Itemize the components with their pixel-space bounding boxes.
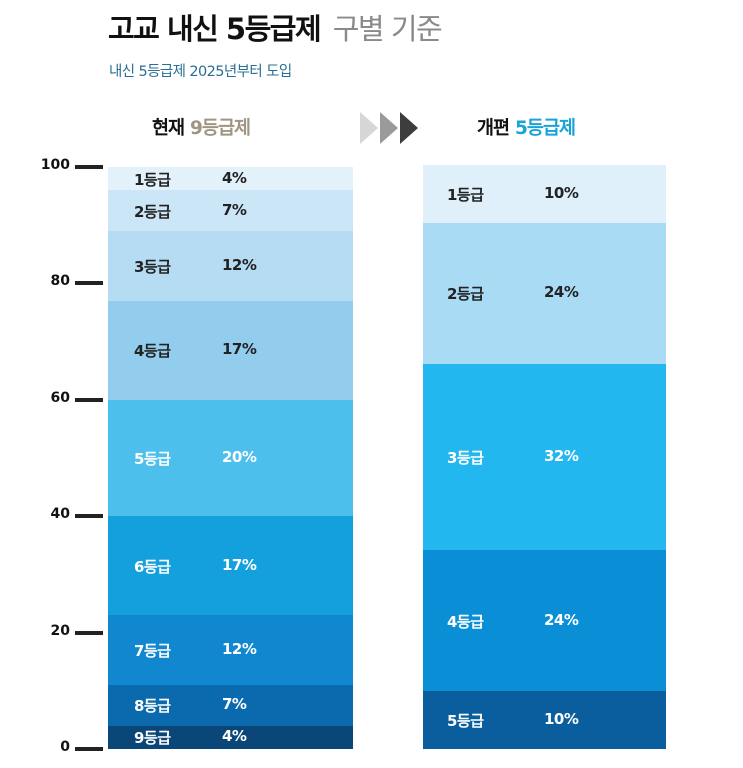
grade-label: 5등급 (447, 711, 484, 730)
grade-label: 5등급 (134, 450, 171, 468)
y-tick-mark (75, 514, 103, 519)
y-tick-label: 100 (40, 157, 70, 173)
percent-label: 17% (222, 555, 257, 574)
percent-label: 12% (222, 255, 257, 274)
right-column-heading: 개편 5등급제 (477, 114, 576, 140)
chart-subtitle: 내신 5등급제 2025년부터 도입 (109, 64, 292, 80)
chart-title-main: 고교 내신 5등급제 (108, 12, 322, 46)
bar-segment (108, 231, 353, 301)
grade-label: 3등급 (447, 449, 484, 467)
grade-label: 1등급 (447, 186, 484, 205)
bar-segment (423, 165, 666, 224)
transition-arrows-icon (360, 112, 418, 144)
grade-label: 4등급 (134, 342, 171, 361)
grade-label: 6등급 (134, 557, 171, 576)
percent-label: 12% (222, 640, 257, 659)
y-tick-label: 60 (50, 389, 70, 406)
percent-label: 4% (222, 168, 247, 187)
stacked-bar-reformed: 1등급 10% 2등급 24% 3등급 32% 4등급 24% 5등급 10% (423, 165, 666, 749)
left-heading-prefix: 현재 (152, 118, 185, 139)
grade-label: 8등급 (134, 697, 171, 716)
right-heading-accent: 5등급제 (515, 118, 576, 139)
bar-segment (108, 684, 353, 726)
bar-segment (108, 300, 353, 400)
bar-segment (423, 223, 666, 364)
right-heading-prefix: 개편 (477, 118, 510, 139)
bar-segment (423, 550, 666, 691)
percent-label: 20% (222, 448, 257, 466)
y-tick-label: 80 (50, 273, 70, 290)
stacked-bar-current: 1등급 4% 2등급 7% 3등급 12% 4등급 17% 5등급 20% 6등급 17% 7등급 12%… (108, 167, 353, 749)
y-tick-mark (75, 397, 103, 402)
y-tick-mark (75, 747, 103, 751)
bar-segment (108, 190, 353, 231)
grade-label: 3등급 (134, 257, 171, 276)
grade-label: 1등급 (134, 170, 171, 189)
grade-label: 9등급 (134, 729, 171, 748)
percent-label: 7% (222, 200, 247, 219)
bar-segment (423, 363, 666, 551)
bar-segment (423, 690, 666, 749)
chart-title-sub: 구별 기준 (332, 12, 443, 46)
percent-label: 24% (544, 283, 579, 302)
bar-segment (108, 167, 353, 191)
percent-label: 32% (544, 447, 579, 465)
grade-label: 7등급 (134, 642, 171, 661)
chart-title: 고교 내신 5등급제 구별 기준 (108, 6, 443, 48)
left-heading-accent: 9등급제 (190, 118, 251, 139)
percent-label: 7% (222, 695, 247, 714)
grade-label: 2등급 (134, 202, 171, 221)
arrow-mid-icon (380, 112, 398, 144)
y-tick-mark (75, 281, 103, 286)
y-tick-mark (75, 630, 103, 635)
percent-label: 10% (544, 709, 579, 728)
bar-segment (108, 516, 353, 616)
y-tick-label: 40 (50, 506, 70, 523)
percent-label: 24% (544, 610, 579, 629)
left-column-heading: 현재 9등급제 (152, 114, 251, 140)
percent-label: 17% (222, 340, 257, 359)
percent-label: 4% (222, 727, 247, 746)
arrow-dark-icon (400, 112, 418, 144)
grade-label: 4등급 (447, 612, 484, 631)
percent-label: 10% (544, 184, 579, 203)
y-tick-mark (75, 165, 103, 169)
grade-label: 2등급 (447, 285, 484, 304)
bar-segment (108, 615, 353, 685)
y-tick-label: 0 (60, 739, 70, 755)
arrow-light-icon (360, 112, 378, 144)
bar-segment (108, 399, 353, 517)
y-tick-label: 20 (50, 622, 70, 639)
bar-segment (108, 725, 353, 749)
